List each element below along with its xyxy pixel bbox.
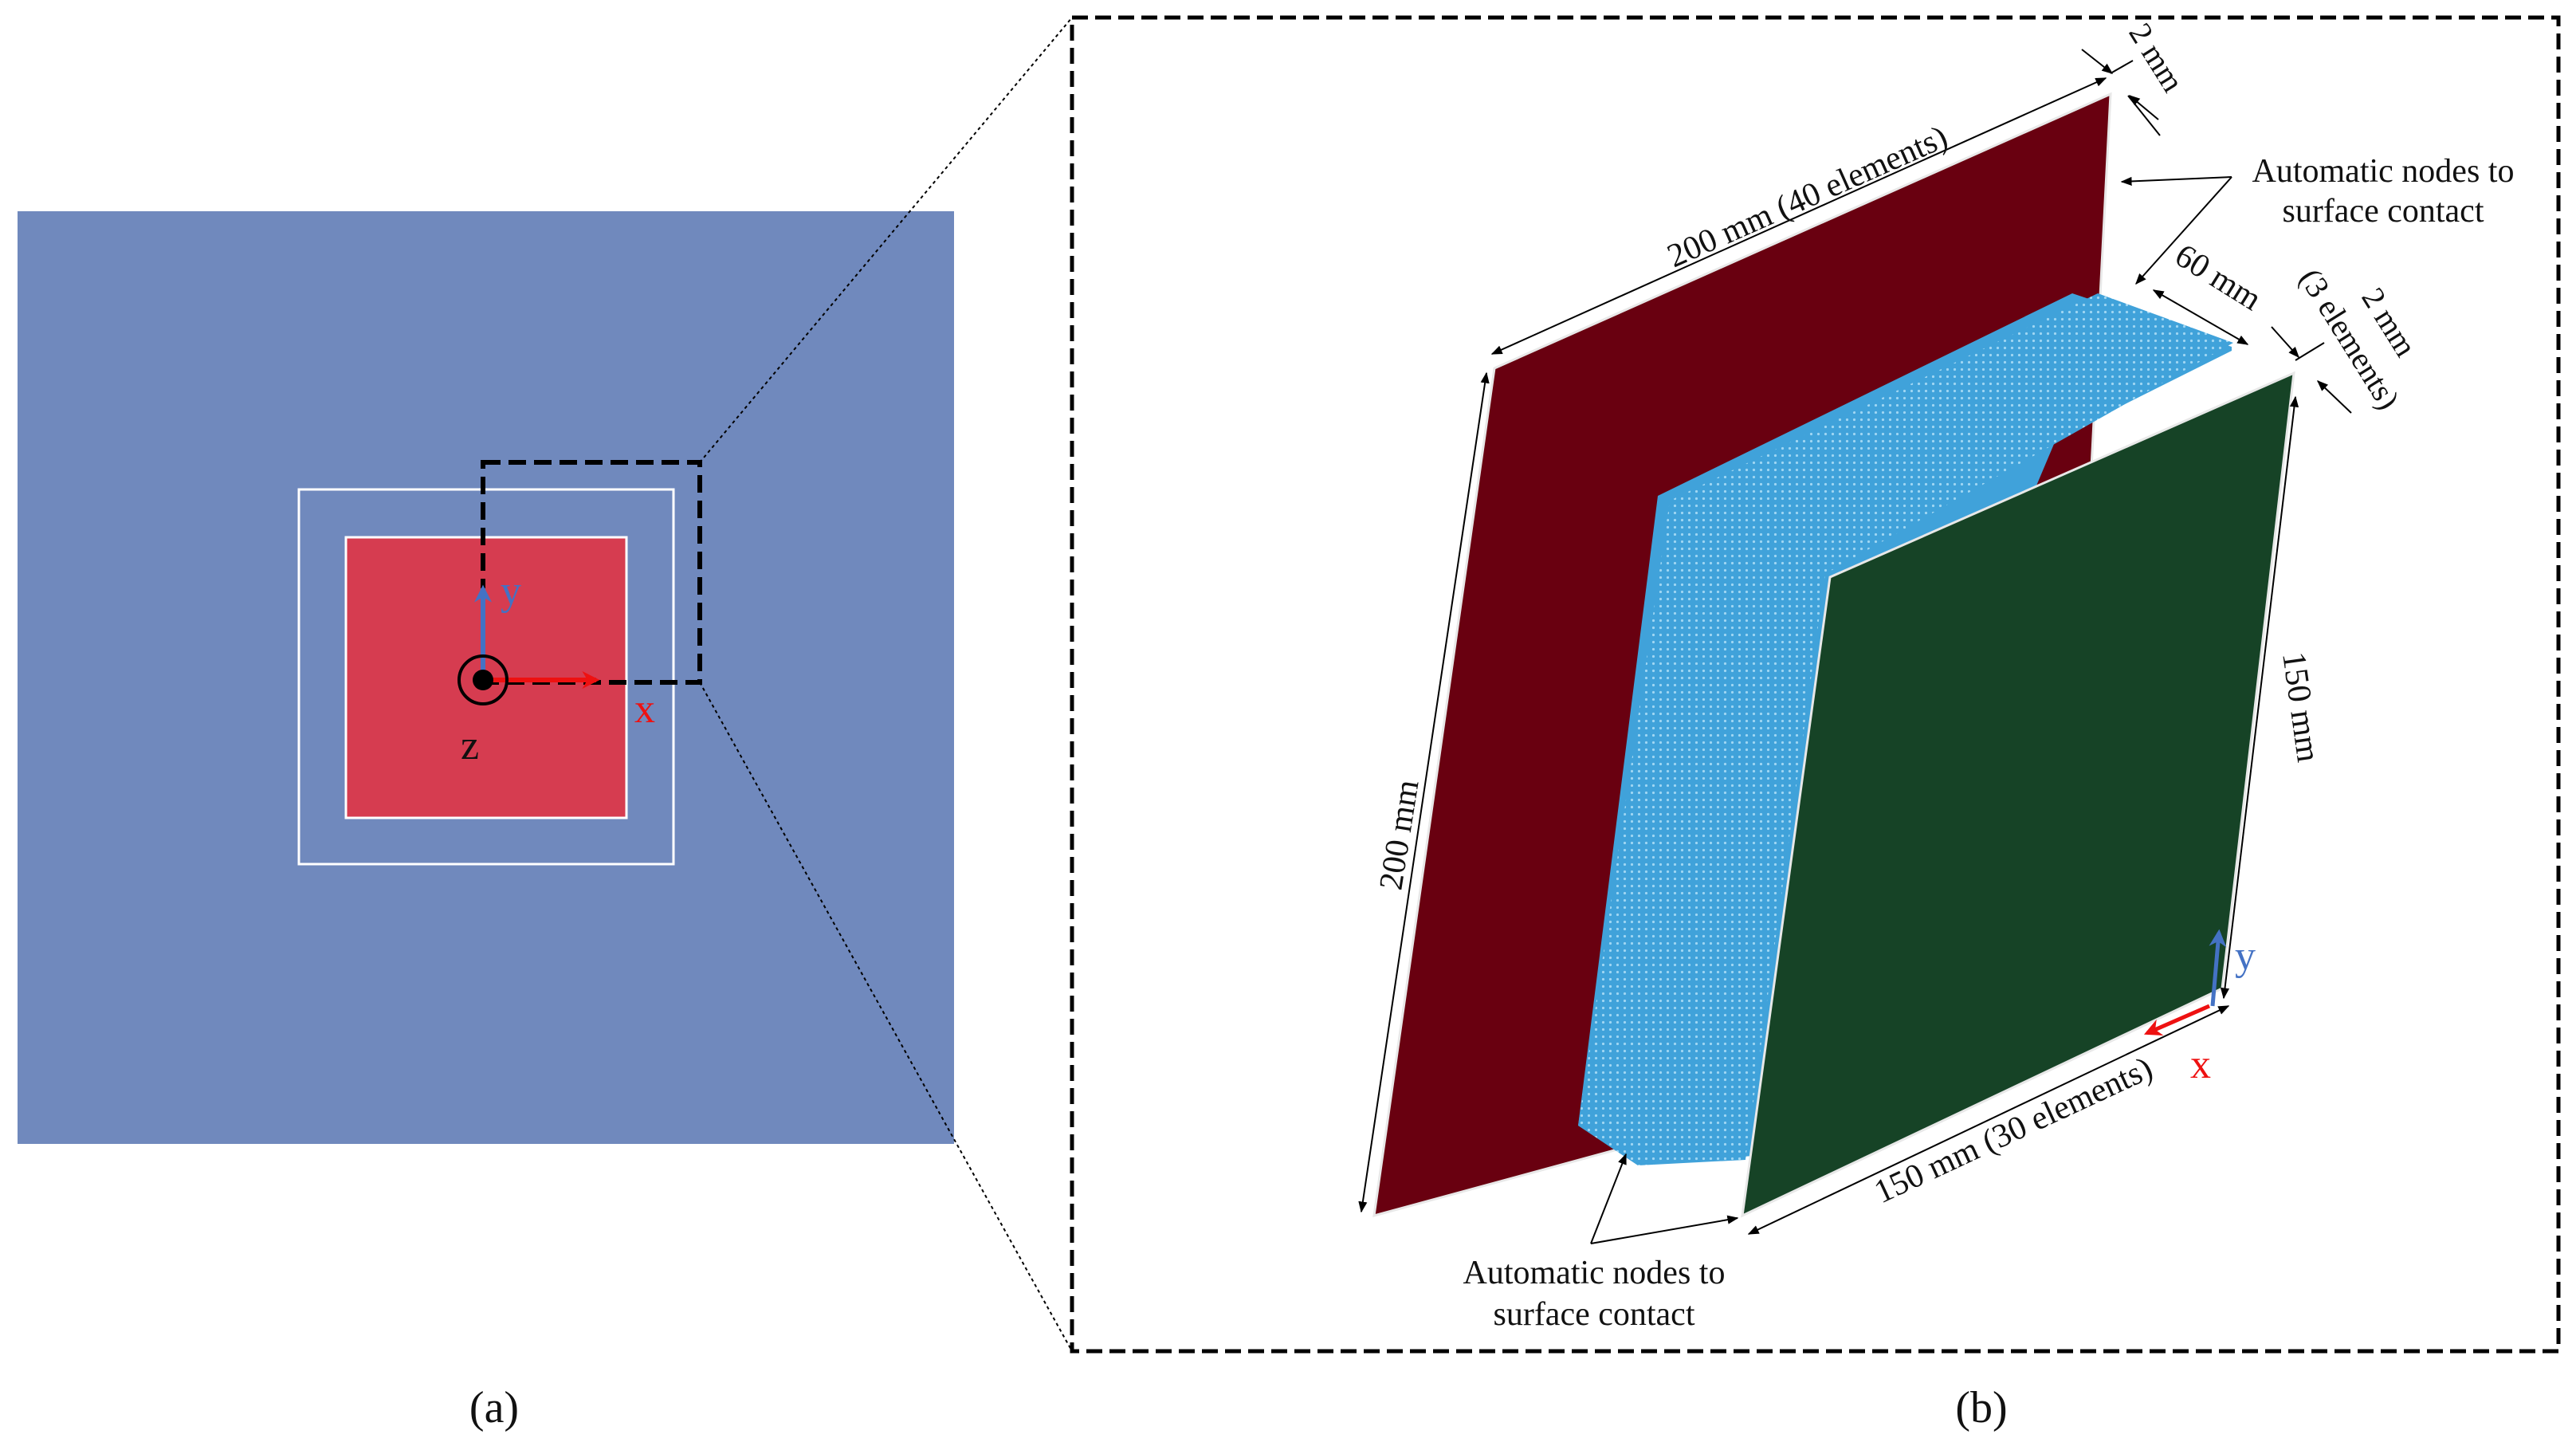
dim-back-height-line — [1358, 371, 1490, 1213]
dim-back-thickness-arrow2 — [2128, 95, 2159, 120]
axis-x-label: x — [634, 686, 655, 732]
dim-core-depth-line — [2152, 289, 2249, 345]
z-axis-ring-icon — [457, 654, 509, 705]
z-axis-dot-icon — [473, 670, 493, 690]
axis-z-label: z — [461, 723, 479, 768]
dim-front-thickness-ext — [2295, 342, 2325, 361]
zoom-line-top — [699, 17, 1073, 463]
dim-back-thickness-arrow1 — [2081, 49, 2114, 74]
caption-a: (a) — [469, 1383, 519, 1432]
dim-core-depth-label: 60 mm — [2169, 237, 2268, 318]
dim-back-thickness-label: 2 mm — [2122, 17, 2191, 98]
zoom-frame — [1070, 15, 2561, 1354]
panel-a: x y z (a) — [18, 17, 1073, 1432]
b-axis-y-label: y — [2235, 933, 2256, 979]
b-axis-x-label: x — [2190, 1042, 2211, 1087]
dim-back-width-line — [1490, 77, 2107, 355]
caption-b: (b) — [1955, 1383, 2007, 1432]
contact-label-bottom-line1: Automatic nodes to — [1463, 1255, 1726, 1291]
contact-bottom-leader2 — [1590, 1215, 1739, 1244]
dim-front-height-label: 150 mm — [2275, 650, 2327, 764]
contact-label-top-line2: surface contact — [2282, 193, 2484, 230]
panel-b: 2 mm 200 mm (40 elements) 200 mm 60 mm 2… — [1070, 15, 2561, 1432]
contact-label-bottom-line2: surface contact — [1493, 1296, 1694, 1333]
dim-back-height-label: 200 mm — [1372, 777, 1426, 893]
dim-front-width-line — [1747, 1005, 2230, 1235]
b-x-axis-arrow — [2143, 1004, 2210, 1036]
dim-back-thickness-ext2 — [2127, 95, 2161, 136]
dim-front-thickness-arrow1 — [2271, 326, 2299, 359]
contact-bottom-leader1 — [1590, 1153, 1627, 1244]
dim-back-thickness-ext1 — [2110, 60, 2134, 74]
zoom-line-bottom — [699, 682, 1073, 1352]
contact-top-leader2 — [2135, 176, 2232, 285]
dim-front-thickness-arrow2 — [2316, 380, 2352, 414]
b-y-axis-arrow — [2209, 929, 2227, 1007]
contact-top-leader1 — [2120, 176, 2232, 187]
inner-frame — [297, 488, 675, 866]
core-block — [1578, 293, 2233, 1165]
axis-y-label: y — [501, 568, 521, 614]
contact-label-top-line1: Automatic nodes to — [2252, 153, 2515, 190]
dim-front-height-line — [2220, 395, 2299, 1000]
